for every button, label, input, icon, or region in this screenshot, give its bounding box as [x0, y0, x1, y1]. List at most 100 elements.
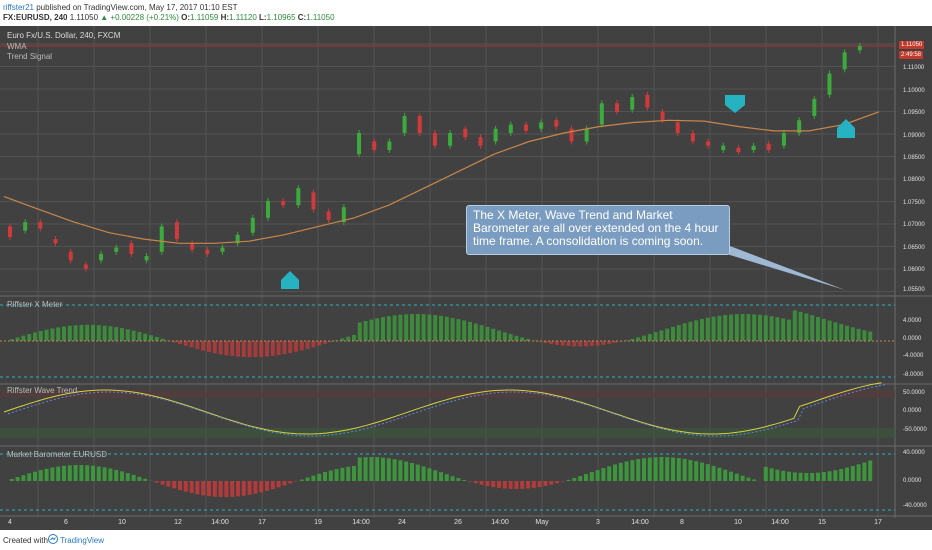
barometer-bar [323, 472, 327, 481]
xmeter-bar [50, 328, 55, 341]
candle [99, 253, 104, 261]
candle [372, 141, 377, 150]
xmeter-bar [108, 326, 113, 341]
ohlc-line: FX:EURUSD, 240 1.11050 ▲ +0.00228 (+0.21… [3, 13, 335, 22]
barometer-bar [415, 464, 420, 481]
wave-trend-title[interactable]: Riffster Wave Trend [7, 386, 78, 395]
barometer-bar [810, 472, 815, 481]
barometer-title[interactable]: Market Barometer EURUSD [7, 450, 108, 459]
time-label: 10 [734, 519, 742, 526]
barometer-bar [73, 465, 78, 481]
xmeter-bar [294, 341, 298, 352]
candle [539, 122, 544, 129]
barometer-bar [114, 469, 119, 481]
xmeter-bar [763, 315, 768, 341]
xmeter-bar [671, 326, 675, 341]
xmeter-bar [549, 341, 554, 345]
barometer-bar [363, 457, 368, 481]
xmeter-bar [630, 338, 635, 341]
xmeter-bar [566, 341, 571, 347]
barometer-bar [804, 472, 809, 481]
barometer-bar [850, 466, 855, 481]
barometer-bar [410, 463, 414, 481]
chart-canvas[interactable] [0, 26, 932, 530]
barometer-bar [369, 457, 374, 481]
barometer-bar [27, 473, 32, 481]
barometer-bar [845, 467, 849, 481]
price-label: 1.10000 [903, 88, 925, 94]
candle [721, 145, 726, 150]
author-link[interactable]: riffster21 [3, 3, 34, 12]
wma-indicator-label[interactable]: WMA [7, 42, 27, 51]
barometer-axis-label: 40.0000 [903, 450, 925, 456]
xmeter-bar [282, 341, 287, 355]
xmeter-bar [85, 324, 90, 341]
low-value: 1.10965 [266, 13, 296, 22]
barometer-bar [514, 481, 519, 489]
barometer-bar [717, 467, 722, 481]
barometer-bar [421, 466, 426, 481]
xmeter-bar [178, 341, 182, 345]
barometer-bar [827, 471, 832, 481]
barometer-bar [613, 464, 617, 481]
barometer-bar [798, 472, 803, 481]
barometer-bar [44, 468, 49, 481]
annotation-callout[interactable]: The X Meter, Wave Trend and Market Barom… [466, 205, 730, 255]
barometer-bar [601, 468, 606, 481]
xmeter-bar [143, 333, 148, 341]
candle [357, 132, 362, 155]
xmeter-bar [520, 337, 525, 341]
barometer-bar [578, 476, 583, 481]
candle [690, 132, 695, 142]
barometer-bar [166, 481, 171, 487]
candle [235, 234, 240, 244]
barometer-bar [746, 477, 751, 481]
tradingview-link[interactable]: TradingView [60, 536, 105, 545]
candle [842, 52, 847, 70]
xmeter-bar [317, 341, 322, 346]
candle [751, 145, 756, 150]
trend-signal-label[interactable]: Trend Signal [7, 52, 53, 61]
wave-axis-label: 50.0000 [903, 390, 925, 396]
xmeter-bar [38, 330, 43, 341]
candle [478, 137, 483, 146]
xmeter-title[interactable]: Riffster X Meter [7, 300, 63, 309]
xmeter-bar [247, 341, 252, 358]
xmeter-bar [462, 320, 467, 341]
barometer-bar [502, 481, 507, 489]
barometer-axis-label: 0.0000 [903, 478, 922, 484]
xmeter-bar [91, 324, 95, 341]
xmeter-bar [96, 325, 101, 341]
candle [615, 103, 620, 112]
xmeter-bar [758, 314, 762, 341]
xmeter-bar [195, 341, 200, 350]
barometer-bar [769, 468, 774, 481]
price-label: 1.11000 [903, 65, 925, 71]
high-value: 1.11120 [229, 13, 257, 22]
barometer-bar [700, 462, 704, 481]
xmeter-bar [44, 329, 49, 341]
candle [311, 192, 316, 210]
xmeter-bar [218, 341, 223, 355]
barometer-bar [624, 461, 629, 481]
barometer-bar [531, 481, 536, 488]
time-label: 14:00 [352, 519, 370, 526]
xmeter-bar [804, 313, 809, 341]
barometer-bar [688, 459, 693, 481]
barometer-bar [787, 471, 791, 481]
candle [812, 99, 817, 117]
barometer-bar [618, 462, 623, 481]
barometer-bar [705, 464, 710, 481]
barometer-bar [247, 481, 252, 495]
barometer-bar [125, 473, 130, 481]
time-label: 14:00 [211, 519, 229, 526]
candle [129, 243, 134, 254]
published-text: published on TradingView.com, May 17, 20… [36, 3, 238, 12]
barometer-bar [207, 481, 211, 497]
candle [736, 147, 741, 153]
barometer-bar [537, 481, 542, 488]
xmeter-bar [514, 335, 519, 341]
time-label: May [535, 519, 549, 526]
xmeter-bar [421, 314, 426, 341]
barometer-bar [589, 472, 594, 481]
